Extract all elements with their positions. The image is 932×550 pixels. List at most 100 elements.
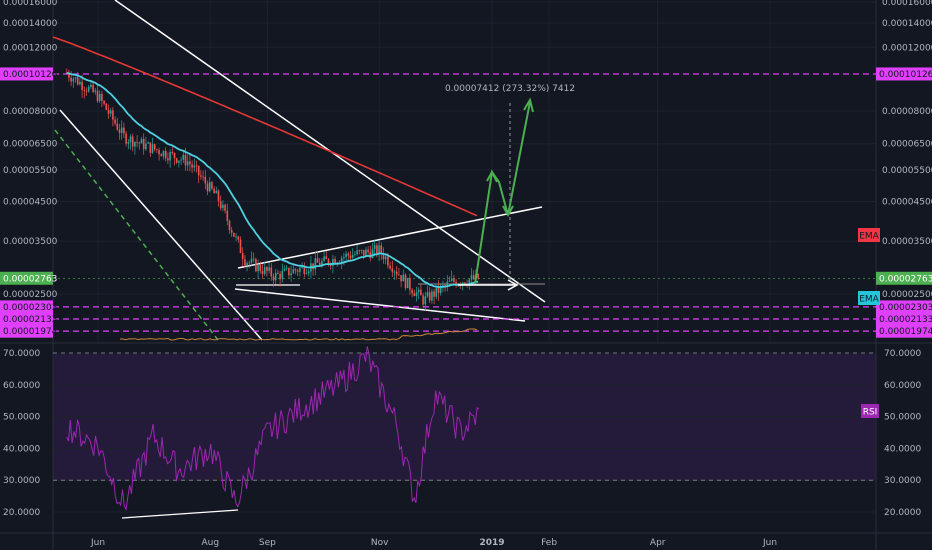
candle-body	[76, 77, 79, 85]
candle-body	[417, 289, 420, 293]
candle-body	[123, 127, 125, 134]
price-tag-label: 0.00002133	[3, 315, 57, 325]
candle-body	[140, 138, 143, 144]
candle-body	[156, 149, 158, 151]
rsi-grid	[53, 352, 876, 513]
candle-body	[107, 109, 110, 114]
candle-body	[211, 182, 213, 189]
candle-body	[389, 265, 391, 269]
rsi-tick-label: 30.0000	[884, 476, 921, 486]
green-projection	[474, 101, 531, 285]
candle-body	[134, 141, 136, 147]
candle-body	[215, 190, 218, 194]
price-axis-left: 0.00016000 0.00014000 0.00012000 0.00008000…	[3, 0, 58, 300]
candle-body	[200, 175, 202, 177]
price-tick-label: 0.00006500	[3, 140, 58, 150]
candle-body	[213, 188, 215, 194]
candle-body	[393, 271, 396, 273]
lower-channel-line	[59, 109, 263, 341]
rsi-axis-left: 70.0000 60.0000 50.0000 40.0000 30.0000 20.00…	[3, 349, 40, 518]
candle-body	[219, 201, 222, 209]
price-tag-label: 0.00002763	[879, 274, 932, 284]
candle-body	[362, 249, 365, 256]
candle-body	[129, 136, 132, 143]
rsi-tick-label: 20.0000	[3, 508, 40, 518]
candle-body	[314, 258, 317, 270]
candle-body	[345, 253, 347, 257]
candle-body	[158, 150, 160, 155]
candle-body	[334, 259, 336, 265]
candle-body	[391, 268, 394, 273]
candle-body	[299, 267, 301, 272]
candle-body	[349, 255, 352, 258]
candle-body	[435, 286, 438, 297]
candle-body	[70, 77, 72, 82]
candle-body	[406, 277, 409, 289]
price-tag-label: 0.00002303	[879, 303, 932, 313]
candle-body	[239, 239, 242, 253]
candle-body	[164, 150, 167, 159]
time-tick-label: Aug	[202, 538, 220, 548]
price-tick-label: 0.00006500	[882, 140, 932, 150]
candle-body	[197, 165, 200, 176]
candle-body	[409, 277, 411, 290]
candle-body	[195, 165, 198, 167]
candle-body	[431, 291, 433, 301]
candle-body	[81, 81, 83, 91]
candle-body	[439, 285, 442, 293]
candle-body	[153, 144, 156, 150]
candle-body	[96, 90, 99, 102]
candle-body	[79, 81, 81, 85]
rising-wedge-top	[237, 206, 543, 269]
ema-red-tag: EMA	[858, 228, 880, 242]
candle-body	[387, 256, 389, 266]
price-axis-right: 0.00016000 0.00014000 0.00012000 0.00008000…	[882, 0, 932, 300]
candle-body	[151, 144, 154, 153]
candle-body	[169, 151, 171, 161]
ema-cyan-path	[66, 72, 479, 289]
candle-body	[266, 267, 268, 271]
candle-body	[413, 293, 416, 296]
candle-body	[400, 275, 402, 282]
price-grid	[53, 0, 876, 342]
candle-body	[147, 142, 149, 144]
candle-body	[277, 272, 279, 274]
candle-body	[184, 154, 187, 166]
rsi-line	[66, 346, 480, 512]
svg-text:EMA: EMA	[859, 295, 879, 305]
price-tick-label: 0.00002500	[882, 290, 932, 300]
price-tag-box	[876, 324, 932, 338]
candle-body	[149, 142, 152, 153]
candle-body	[347, 253, 350, 256]
time-tick-label: Jun	[762, 538, 777, 548]
candle-body	[208, 182, 211, 192]
candle-body	[373, 245, 376, 249]
candle-body	[358, 250, 361, 252]
candles	[65, 68, 479, 311]
candle-body	[470, 275, 473, 280]
candle-body	[455, 281, 457, 286]
ema-red-path	[52, 36, 478, 217]
candle-body	[222, 204, 224, 209]
time-tick-label: Jun	[90, 538, 105, 548]
candle-body	[167, 158, 169, 161]
time-tick-label: 2019	[479, 538, 504, 548]
price-tag-label: 0.00002303	[3, 303, 57, 313]
time-tick-label: Feb	[541, 538, 557, 548]
projection-arrows	[458, 97, 534, 291]
candle-body	[477, 273, 479, 279]
price-tag-label: 0.00001974	[879, 327, 932, 337]
candle-body	[257, 264, 259, 272]
candle-body	[233, 232, 235, 237]
candle-body	[367, 249, 369, 253]
candle-body	[360, 249, 363, 251]
candle-body	[74, 77, 77, 79]
price-tag-box	[876, 300, 932, 314]
candle-body	[193, 165, 196, 168]
price-tag-box	[0, 312, 53, 326]
candle-body	[424, 296, 427, 305]
candle-body	[354, 254, 356, 256]
candle-body	[235, 236, 237, 238]
time-tick-label: Nov	[371, 538, 389, 548]
